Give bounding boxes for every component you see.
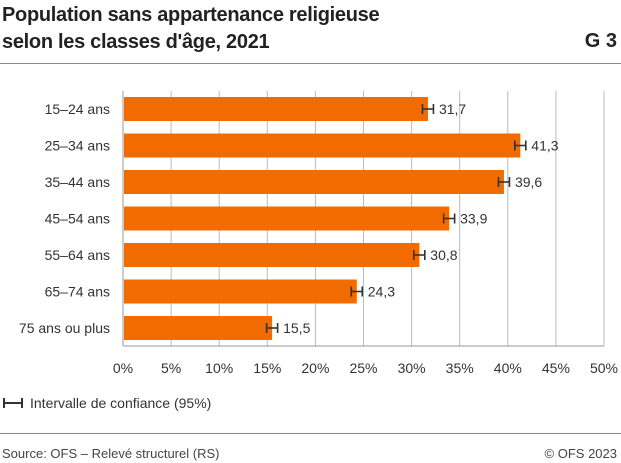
x-tick-label: 40% [494, 360, 522, 376]
source: Source: OFS – Relevé structurel (RS) [2, 446, 220, 461]
category-label: 75 ans ou plus [19, 320, 110, 336]
data-label: 24,3 [368, 284, 395, 300]
legend-label: Intervalle de confiance (95%) [30, 395, 212, 411]
data-label: 39,6 [515, 174, 542, 190]
data-label: 31,7 [439, 101, 466, 117]
x-tick-label: 10% [205, 360, 233, 376]
copyright: © OFS 2023 [544, 446, 617, 461]
data-label: 30,8 [430, 247, 457, 263]
category-label: 65–74 ans [45, 284, 110, 300]
bottom-divider [0, 433, 621, 434]
graph-number: G 3 [584, 30, 617, 52]
title-line-1: Population sans appartenance religieuse [2, 4, 380, 26]
bar [124, 133, 521, 158]
bar [124, 97, 428, 121]
x-tick-label: 20% [301, 360, 329, 376]
bar [124, 279, 357, 304]
bar [124, 170, 504, 194]
category-label: 45–54 ans [45, 211, 110, 227]
legend: Intervalle de confiance (95%) [2, 395, 211, 411]
category-label: 35–44 ans [45, 174, 110, 190]
data-label: 15,5 [283, 320, 310, 336]
x-tick-label: 5% [161, 360, 181, 376]
data-label: 41,3 [531, 138, 558, 154]
data-label: 33,9 [460, 211, 487, 227]
x-tick-label: 25% [349, 360, 377, 376]
x-tick-label: 0% [113, 360, 133, 376]
x-tick-label: 35% [446, 360, 474, 376]
error-bar-legend-icon [3, 398, 23, 408]
category-label: 55–64 ans [45, 247, 110, 263]
x-tick-label: 50% [590, 360, 618, 376]
chart-title: Population sans appartenance religieuse … [2, 2, 380, 56]
title-line-2: selon les classes d'âge, 2021 [2, 31, 270, 53]
bar [124, 206, 450, 231]
bar [124, 243, 420, 267]
x-tick-label: 45% [542, 360, 570, 376]
top-divider [0, 63, 621, 64]
bar-chart: 0% 5% 10% 15% 20% 25% 30% 35% 40% 45% 50% 31,7 15–24… [19, 91, 618, 376]
x-tick-label: 30% [398, 360, 426, 376]
bar [124, 316, 273, 340]
x-tick-label: 15% [253, 360, 281, 376]
category-label: 25–34 ans [45, 138, 110, 154]
category-label: 15–24 ans [45, 101, 110, 117]
